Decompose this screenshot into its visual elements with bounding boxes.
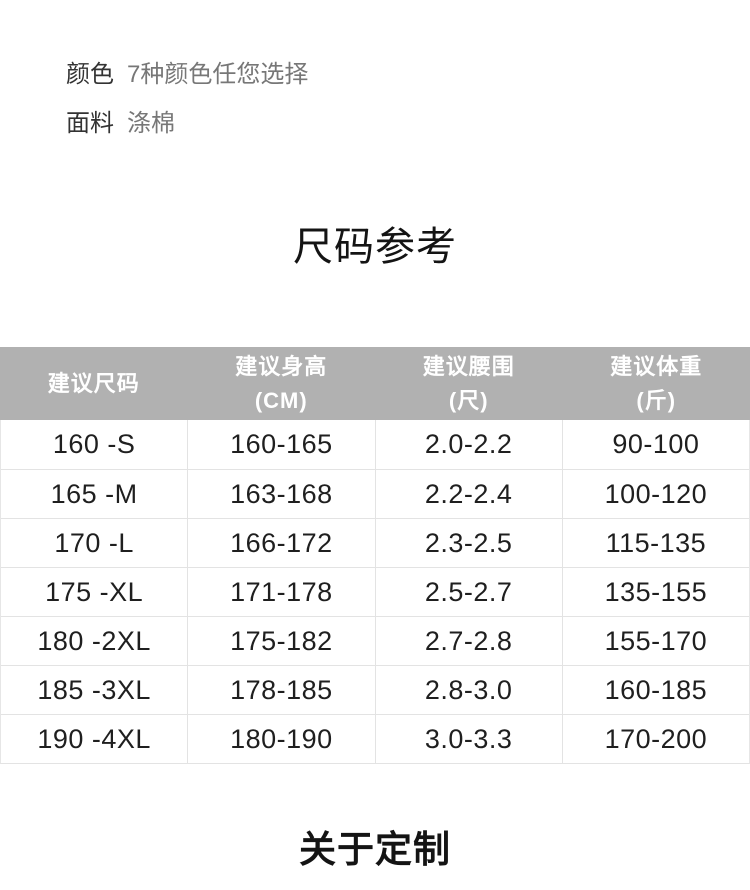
table-cell: 2.7-2.8: [374, 617, 562, 665]
table-cell: 160 -S: [52, 429, 136, 459]
header-label: 建议体重: [610, 353, 703, 379]
table-cell: 2.2-2.4: [374, 470, 562, 518]
header-unit: (斤): [636, 387, 677, 413]
table-cell: 170-200: [561, 715, 749, 763]
table-cell: 171-178: [187, 568, 374, 616]
table-cell: 2.3-2.5: [374, 519, 562, 567]
header-unit: (尺): [448, 387, 489, 413]
table-header-cell-waist: 建议腰围 (尺): [375, 347, 563, 420]
size-reference-title: 尺码参考: [293, 225, 457, 269]
table-cell: 155-170: [561, 617, 749, 665]
table-cell: 185 -3XL: [37, 674, 151, 705]
attribute-label-fabric: 面料: [66, 110, 114, 137]
header-label: 建议尺码: [47, 370, 140, 396]
table-cell: 90-100: [561, 420, 749, 469]
table-cell: 2.8-3.0: [374, 666, 562, 714]
product-attributes: 颜色 7种颜色任您选择 面料 涤棉: [66, 60, 308, 158]
attribute-label-color: 颜色: [66, 61, 114, 88]
table-cell: 160-165: [187, 420, 374, 469]
attribute-value-color: 7种颜色任您选择: [127, 61, 309, 88]
table-cell: 2.0-2.2: [374, 420, 562, 469]
table-cell: 175 -XL: [45, 576, 144, 607]
table-cell: 3.0-3.3: [374, 715, 562, 763]
size-reference-table: 建议尺码 建议身高 (CM) 建议腰围 (尺) 建议体重 (斤) 160 -S …: [0, 347, 750, 764]
table-cell: 175-182: [187, 617, 374, 665]
header-label: 建议身高: [235, 353, 328, 379]
table-cell: 165 -M: [50, 478, 138, 509]
table-cell: 160-185: [561, 666, 749, 714]
table-cell: 115-135: [561, 519, 749, 567]
header-unit: (CM): [254, 387, 308, 413]
table-cell: 180 -2XL: [37, 625, 151, 656]
table-body: 160 -S 160-165 2.0-2.2 90-100 165 -M 163…: [0, 420, 750, 764]
table-cell: 190 -4XL: [37, 723, 151, 754]
table-row: 180 -2XL 175-182 2.7-2.8 155-170: [1, 616, 749, 665]
table-row: 185 -3XL 178-185 2.8-3.0 160-185: [1, 665, 749, 714]
table-row: 170 -L 166-172 2.3-2.5 115-135: [1, 518, 749, 567]
table-cell: 2.5-2.7: [374, 568, 562, 616]
table-row: 190 -4XL 180-190 3.0-3.3 170-200: [1, 714, 749, 763]
table-header-cell-weight: 建议体重 (斤): [563, 347, 750, 420]
table-cell: 135-155: [561, 568, 749, 616]
attribute-value-fabric: 涤棉: [127, 110, 175, 137]
table-cell: 170 -L: [54, 527, 134, 558]
table-cell: 178-185: [187, 666, 374, 714]
product-attribute-row-fabric: 面料 涤棉: [66, 109, 308, 139]
table-header-cell-size: 建议尺码: [0, 347, 188, 420]
table-row: 175 -XL 171-178 2.5-2.7 135-155: [1, 567, 749, 616]
header-label: 建议腰围: [422, 353, 515, 379]
table-cell: 166-172: [187, 519, 374, 567]
table-cell: 180-190: [187, 715, 374, 763]
customization-section-title: 关于定制: [299, 829, 451, 870]
table-cell: 100-120: [561, 470, 749, 518]
table-cell: 163-168: [187, 470, 374, 518]
table-row: 165 -M 163-168 2.2-2.4 100-120: [1, 469, 749, 518]
product-attribute-row-color: 颜色 7种颜色任您选择: [66, 60, 308, 90]
table-row: 160 -S 160-165 2.0-2.2 90-100: [1, 420, 749, 469]
table-header-cell-height: 建议身高 (CM): [188, 347, 376, 420]
table-header-row: 建议尺码 建议身高 (CM) 建议腰围 (尺) 建议体重 (斤): [0, 347, 750, 420]
